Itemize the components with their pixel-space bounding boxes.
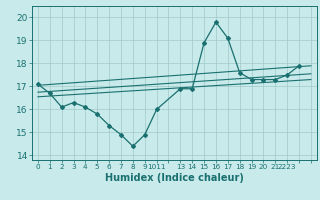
X-axis label: Humidex (Indice chaleur): Humidex (Indice chaleur) [105,173,244,183]
